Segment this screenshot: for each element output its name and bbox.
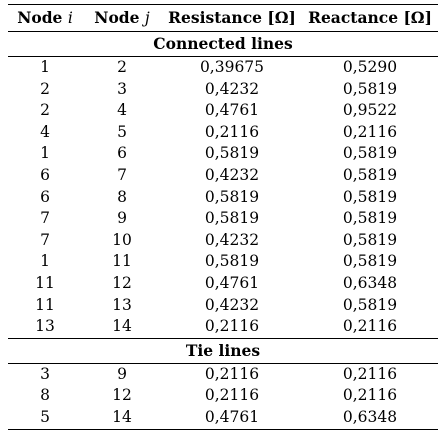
table-row: 11 12 0,4761 0,6348 — [8, 273, 438, 295]
cell-resistance: 0,4232 — [204, 230, 260, 249]
header-node-j-label: Node — [94, 8, 140, 27]
table-row: 1 11 0,5819 0,5819 — [8, 251, 438, 273]
cell-resistance: 0,4232 — [204, 165, 260, 184]
cell-node-i: 5 — [8, 406, 82, 430]
table-row: 2 3 0,4232 0,5819 — [8, 79, 438, 101]
cell-resistance: 0,5819 — [204, 252, 260, 271]
table-row: 8 12 0,2116 0,2116 — [8, 385, 438, 407]
cell-reactance: 0,9522 — [342, 101, 398, 120]
table-row: 3 9 0,2116 0,2116 — [8, 363, 438, 385]
cell-resistance: 0,5819 — [204, 187, 260, 206]
cell-node-j: 5 — [117, 122, 127, 141]
cell-reactance: 0,2116 — [342, 364, 398, 383]
cell-node-j: 12 — [112, 386, 132, 405]
section-tie-lines: Tie lines 3 9 0,2116 0,2116 8 12 0,2116 0,2116 5 1… — [8, 337, 438, 430]
cell-node-i: 6 — [40, 187, 50, 206]
table-header: Node i Node j Resistance [Ω] Reactance [… — [8, 4, 438, 32]
cell-reactance: 0,5819 — [342, 144, 398, 163]
cell-resistance: 0,5819 — [204, 209, 260, 228]
cell-node-i: 3 — [40, 364, 50, 383]
cell-reactance: 0,5819 — [342, 230, 398, 249]
cell-node-j: 13 — [112, 295, 132, 314]
cell-resistance: 0,4761 — [162, 406, 302, 430]
cell-node-j: 4 — [117, 101, 127, 120]
table-row: 1 6 0,5819 0,5819 — [8, 143, 438, 165]
cell-reactance: 0,5819 — [342, 252, 398, 271]
cell-resistance: 0,4761 — [204, 101, 260, 120]
table-row: 13 14 0,2116 0,2116 — [8, 316, 438, 338]
header-node-i-var: i — [67, 9, 73, 27]
header-resistance: Resistance [Ω] — [162, 4, 302, 32]
cell-node-i: 4 — [40, 122, 50, 141]
cell-reactance: 0,2116 — [342, 386, 398, 405]
cell-resistance: 0,2116 — [204, 317, 260, 336]
cell-reactance: 0,6348 — [302, 406, 438, 430]
header-reactance: Reactance [Ω] — [302, 4, 438, 32]
cell-node-i: 8 — [40, 386, 50, 405]
table-row: 7 9 0,5819 0,5819 — [8, 208, 438, 230]
section-title-row: Connected lines — [8, 31, 438, 57]
table-row: 6 7 0,4232 0,5819 — [8, 165, 438, 187]
cell-node-j: 14 — [112, 317, 132, 336]
cell-node-i: 7 — [40, 230, 50, 249]
cell-resistance: 0,4232 — [204, 295, 260, 314]
cell-node-i: 11 — [35, 295, 55, 314]
cell-node-i: 1 — [40, 58, 50, 76]
cell-reactance: 0,2116 — [342, 122, 398, 141]
cell-node-i: 2 — [40, 79, 50, 98]
cell-node-j: 3 — [117, 79, 127, 98]
cell-node-j: 8 — [117, 187, 127, 206]
cell-node-j: 2 — [117, 58, 127, 76]
table-row: 11 13 0,4232 0,5819 — [8, 295, 438, 317]
cell-resistance: 0,4761 — [204, 273, 260, 292]
table-row: 5 14 0,4761 0,6348 — [8, 406, 438, 430]
cell-node-i: 1 — [40, 252, 50, 271]
cell-resistance: 0,2116 — [204, 122, 260, 141]
cell-node-j: 6 — [117, 144, 127, 163]
header-node-j-var: j — [144, 9, 150, 27]
cell-reactance: 0,6348 — [342, 273, 398, 292]
cell-resistance: 0,2116 — [204, 364, 260, 383]
table-row: 2 4 0,4761 0,9522 — [8, 100, 438, 122]
cell-node-j: 7 — [117, 165, 127, 184]
cell-node-j: 11 — [112, 252, 132, 271]
section-title-row: Tie lines — [8, 337, 438, 364]
header-node-i-label: Node — [17, 8, 63, 27]
cell-reactance: 0,5819 — [342, 165, 398, 184]
cell-resistance: 0,5819 — [204, 144, 260, 163]
cell-node-i: 11 — [35, 273, 55, 292]
cell-resistance: 0,39675 — [199, 58, 265, 76]
cell-reactance: 0,5819 — [342, 209, 398, 228]
line-parameters-table: Node i Node j Resistance [Ω] Reactance [… — [8, 4, 438, 430]
table-row: 6 8 0,5819 0,5819 — [8, 187, 438, 209]
cell-node-j: 9 — [117, 209, 127, 228]
cell-reactance: 0,5290 — [342, 58, 398, 76]
section-title: Connected lines — [8, 31, 438, 57]
table-row: 1 2 0,39675 0,5290 — [8, 57, 438, 79]
table-row: 7 10 0,4232 0,5819 — [8, 230, 438, 252]
cell-reactance: 0,5819 — [342, 295, 398, 314]
cell-reactance: 0,5819 — [342, 79, 398, 98]
cell-resistance: 0,4232 — [204, 79, 260, 98]
cell-resistance: 0,2116 — [204, 386, 260, 405]
cell-node-j: 14 — [82, 406, 162, 430]
cell-node-j: 12 — [112, 273, 132, 292]
section-title: Tie lines — [8, 337, 438, 364]
table-row: 4 5 0,2116 0,2116 — [8, 122, 438, 144]
section-connected-lines: Connected lines 1 2 0,39675 0,5290 2 3 0,4232 0,… — [8, 31, 438, 339]
cell-node-j: 10 — [112, 230, 132, 249]
cell-node-i: 13 — [35, 317, 55, 336]
header-node-i: Node i — [8, 4, 82, 32]
header-node-j: Node j — [82, 4, 162, 32]
header-row: Node i Node j Resistance [Ω] Reactance [… — [8, 4, 438, 32]
cell-reactance: 0,2116 — [342, 317, 398, 336]
cell-node-i: 6 — [40, 165, 50, 184]
cell-node-i: 2 — [40, 101, 50, 120]
cell-node-j: 9 — [117, 364, 127, 383]
cell-reactance: 0,5819 — [342, 187, 398, 206]
cell-node-i: 7 — [40, 209, 50, 228]
cell-node-i: 1 — [40, 144, 50, 163]
